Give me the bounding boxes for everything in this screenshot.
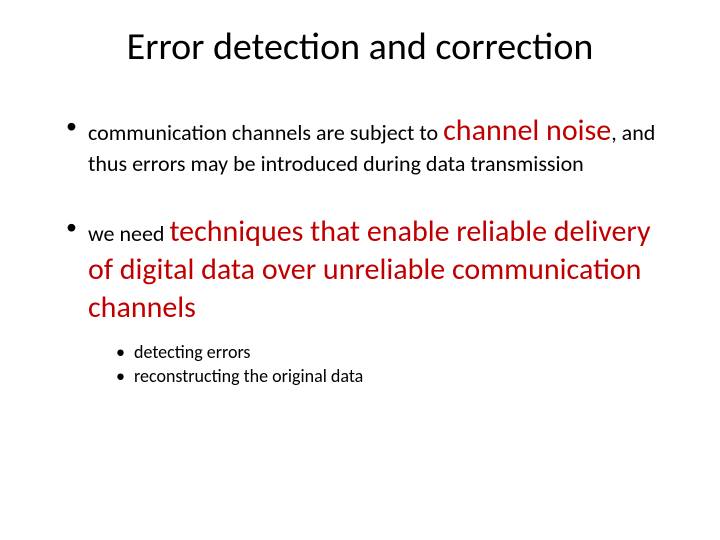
bullet-text-accent: channel noise [443, 112, 611, 149]
list-item: communication channels are subject to ch… [66, 112, 660, 179]
slide: Error detection and correction communica… [0, 0, 720, 540]
page-title: Error detection and correction [60, 24, 660, 70]
list-item: we need techniques that enable reliable … [66, 213, 660, 389]
list-item: detecting errors [116, 340, 660, 364]
list-item: reconstructing the original data [116, 364, 660, 388]
bullet-text-pre: communication channels are subject to [88, 119, 443, 146]
bullet-text-pre: we need [88, 220, 169, 247]
bullet-list: communication channels are subject to ch… [60, 112, 660, 388]
bullet-text-accent: techniques that enable reliable delivery… [88, 213, 651, 327]
sub-bullet-text: detecting errors [134, 341, 250, 363]
sub-bullet-list: detecting errors reconstructing the orig… [88, 340, 660, 389]
sub-bullet-text: reconstructing the original data [134, 365, 363, 387]
